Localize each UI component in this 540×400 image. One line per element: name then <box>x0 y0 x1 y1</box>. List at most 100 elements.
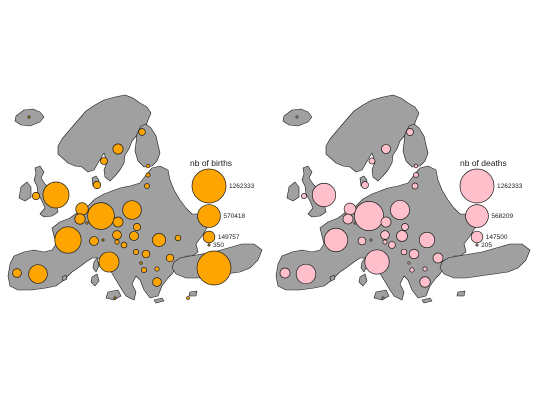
symbol-austria <box>112 230 122 240</box>
legend-value-0: 1262333 <box>229 183 255 190</box>
symbol-latvia <box>413 172 419 178</box>
symbol-sweden <box>381 144 391 154</box>
symbol-spain <box>28 264 48 284</box>
symbol-switzerland <box>89 236 99 246</box>
symbol-france <box>323 227 349 253</box>
legend-symbol-3 <box>475 243 479 247</box>
symbol-slovenia <box>382 239 388 245</box>
legend-symbol-2 <box>470 230 484 244</box>
births-legend-title: nb of births <box>190 158 232 168</box>
symbol-croatia <box>388 241 396 249</box>
symbol-sweden <box>112 143 124 155</box>
symbol-denmark <box>361 181 369 189</box>
symbol-ireland <box>31 191 41 201</box>
symbol-malta <box>381 296 385 300</box>
symbol-serbia <box>141 249 151 259</box>
symbol-iceland <box>27 115 31 119</box>
symbol-lithuania <box>411 182 419 190</box>
symbol-spain <box>295 263 317 285</box>
symbol-portugal <box>12 268 22 278</box>
legend-value-0: 1262333 <box>497 183 523 190</box>
deaths-legend-title: nb of deaths <box>460 158 507 168</box>
symbol-germany <box>87 202 115 230</box>
legend-value-3: 205 <box>481 242 492 249</box>
symbol-germany <box>354 201 384 231</box>
symbol-albania <box>409 267 415 273</box>
births-proportional-symbols <box>12 115 232 300</box>
symbol-romania <box>418 231 436 249</box>
legend-symbol-1 <box>197 204 221 228</box>
symbol-greece <box>419 276 431 288</box>
symbol-netherlands <box>75 202 89 216</box>
symbol-austria <box>380 230 390 240</box>
symbol-belgium <box>342 213 354 225</box>
symbol-slovakia <box>401 223 409 231</box>
symbol-poland <box>390 200 410 220</box>
legend-value-2: 149757 <box>218 234 240 241</box>
symbol-cyprus <box>186 296 190 300</box>
symbol-serbia <box>408 248 420 260</box>
symbol-liechtenstein <box>369 238 373 242</box>
symbol-slovakia <box>133 223 141 231</box>
symbol-romania <box>152 233 166 247</box>
legend-value-1: 570418 <box>223 213 245 220</box>
symbol-portugal <box>279 267 291 279</box>
symbol-hungary <box>129 231 139 241</box>
legend-value-1: 568209 <box>491 213 513 220</box>
symbol-bosnia <box>400 248 408 256</box>
symbol-albania <box>141 267 147 273</box>
symbol-slovenia <box>114 239 120 245</box>
symbol-luxembourg <box>85 221 89 225</box>
symbol-malta <box>113 296 117 300</box>
legend-value-3: 350 <box>213 242 224 249</box>
symbol-montenegro <box>139 261 143 265</box>
symbol-bosnia <box>133 249 139 255</box>
symbol-north-macedonia <box>154 266 160 272</box>
symbol-switzerland <box>357 236 367 246</box>
symbol-finland <box>138 128 146 136</box>
symbol-denmark <box>92 180 102 190</box>
legend-symbol-0 <box>459 168 495 204</box>
symbol-netherlands <box>343 202 357 216</box>
symbol-bulgaria <box>432 252 444 264</box>
symbol-turkey <box>196 250 232 286</box>
symbol-poland <box>122 200 142 220</box>
symbol-czechia <box>112 216 124 228</box>
symbol-latvia <box>145 172 151 178</box>
legend-symbol-2 <box>202 230 216 244</box>
deaths-proportional-symbols <box>279 115 444 300</box>
symbol-croatia <box>120 241 128 249</box>
symbol-italy <box>364 249 390 275</box>
legend-symbol-3 <box>207 243 211 247</box>
symbol-france <box>54 226 82 254</box>
symbol-montenegro <box>407 261 411 265</box>
symbol-iceland <box>295 115 299 119</box>
symbol-moldova <box>174 234 182 242</box>
symbol-norway <box>100 157 108 165</box>
legend-symbol-0 <box>191 168 227 204</box>
symbol-united-kingdom <box>42 181 70 209</box>
symbol-norway <box>368 157 376 165</box>
symbol-estonia <box>145 163 151 169</box>
symbol-luxembourg <box>353 221 357 225</box>
symbol-liechtenstein <box>101 238 105 242</box>
symbol-finland <box>406 128 414 136</box>
legend-symbol-1 <box>465 204 489 228</box>
symbol-united-kingdom <box>311 182 337 208</box>
symbol-hungary <box>396 230 408 242</box>
symbol-bulgaria <box>165 253 175 263</box>
legend-value-2: 147500 <box>486 234 508 241</box>
symbol-estonia <box>413 163 419 169</box>
symbol-italy <box>98 251 120 273</box>
symbol-belgium <box>74 213 86 225</box>
symbol-greece <box>152 277 162 287</box>
symbol-north-macedonia <box>422 266 428 272</box>
symbol-czechia <box>380 216 392 228</box>
symbol-ireland <box>300 192 308 200</box>
symbol-lithuania <box>144 183 150 189</box>
